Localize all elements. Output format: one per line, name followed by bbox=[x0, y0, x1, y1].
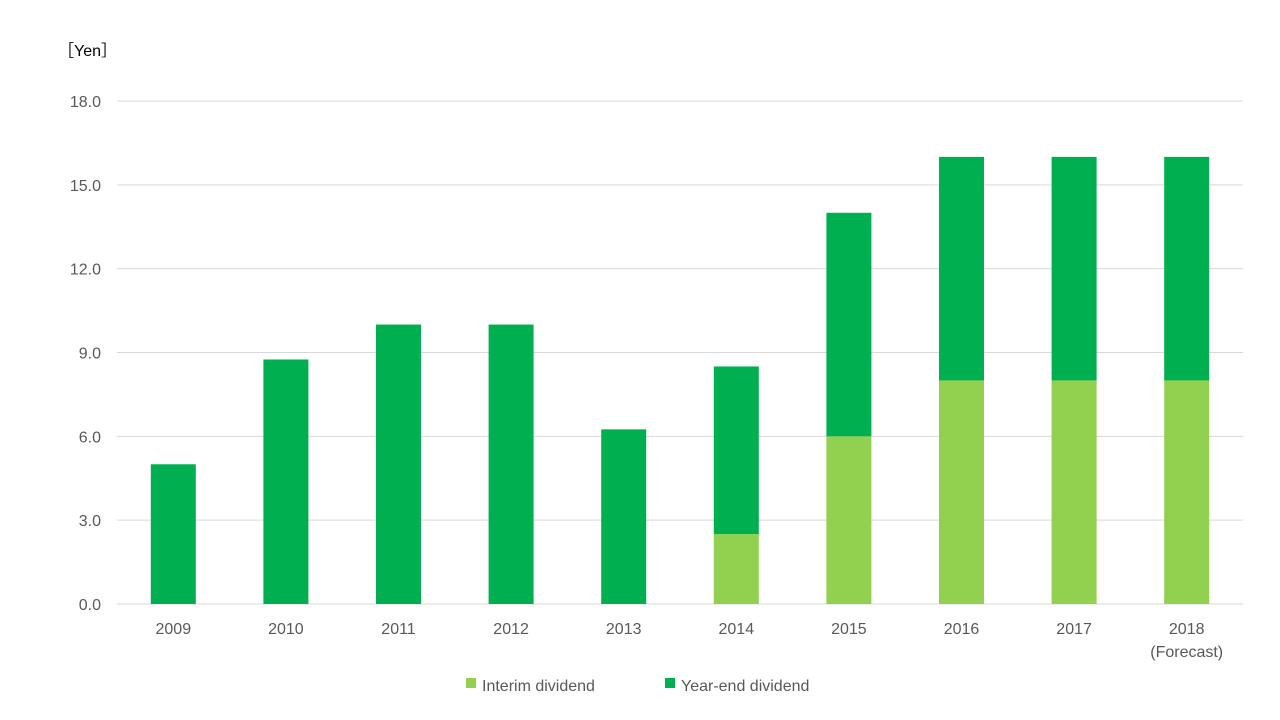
bar-2017-year-end bbox=[1051, 156, 1097, 381]
y-tick-label: 0.0 bbox=[79, 597, 101, 614]
y-axis-ticks: 0.0 3.0 6.0 9.0 12.0 15.0 18.0 bbox=[70, 94, 101, 614]
legend-swatch-year-end bbox=[665, 678, 675, 688]
bar-2010-year-end bbox=[263, 359, 309, 604]
x-tick-label: 2017 bbox=[1056, 621, 1092, 638]
bars bbox=[150, 156, 1210, 604]
legend-swatch-interim bbox=[466, 678, 476, 688]
bar-2013-year-end bbox=[601, 429, 647, 604]
y-tick-label: 6.0 bbox=[79, 429, 101, 446]
y-tick-label: 15.0 bbox=[70, 178, 101, 195]
x-tick-label: 2015 bbox=[831, 621, 867, 638]
x-tick-label: 2010 bbox=[268, 621, 304, 638]
x-axis-ticks: 2009 2010 2011 2012 2013 2014 2015 2016 2017 2018… bbox=[156, 621, 1224, 661]
legend: Interim dividend Year-end dividend bbox=[466, 678, 809, 695]
bar-2016-interim bbox=[939, 380, 984, 604]
x-tick-label: 2011 bbox=[381, 621, 416, 638]
y-tick-label: 9.0 bbox=[79, 346, 101, 363]
bar-2009-year-end bbox=[150, 464, 196, 604]
x-tick-sublabel: (Forecast) bbox=[1150, 644, 1223, 661]
y-tick-label: 12.0 bbox=[70, 262, 101, 279]
x-tick-label: 2012 bbox=[493, 621, 529, 638]
bar-2011-year-end bbox=[376, 324, 421, 604]
bar-2014-interim bbox=[713, 534, 759, 604]
x-tick-label: 2013 bbox=[606, 621, 642, 638]
legend-label-year-end: Year-end dividend bbox=[681, 678, 809, 695]
bar-2017-interim bbox=[1051, 380, 1097, 604]
x-tick-label: 2016 bbox=[944, 621, 980, 638]
x-tick-label: 2009 bbox=[156, 621, 192, 638]
x-tick-label: 2018 bbox=[1169, 621, 1205, 638]
y-tick-label: 3.0 bbox=[79, 513, 101, 530]
y-tick-label: 18.0 bbox=[70, 94, 101, 111]
bar-2012-year-end bbox=[488, 324, 534, 604]
bar-2015-year-end bbox=[826, 212, 872, 437]
legend-label-interim: Interim dividend bbox=[482, 678, 595, 695]
bar-2018-interim bbox=[1164, 380, 1210, 604]
bar-2014-year-end bbox=[713, 366, 759, 535]
bar-2016-year-end bbox=[939, 156, 984, 381]
x-tick-label: 2014 bbox=[719, 621, 755, 638]
y-unit-label: ［Yen］ bbox=[58, 42, 117, 60]
bar-2015-interim bbox=[826, 436, 872, 604]
bar-2018-year-end bbox=[1164, 156, 1210, 381]
